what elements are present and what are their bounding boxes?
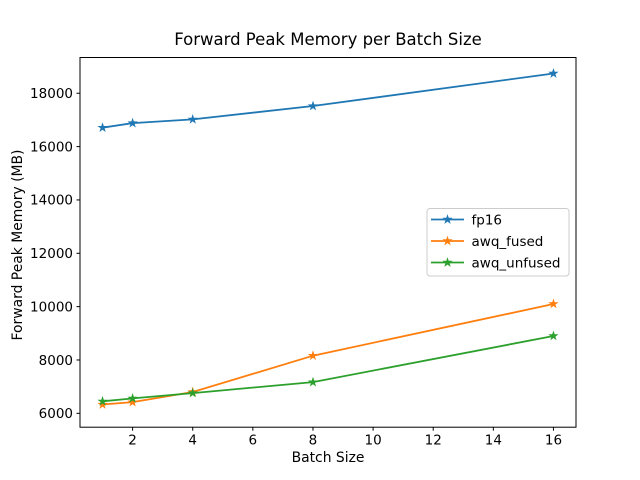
series-marker-awq_fused bbox=[548, 298, 559, 309]
legend-marker-awq_unfused bbox=[442, 257, 453, 267]
legend-label-fp16: fp16 bbox=[472, 212, 503, 228]
x-tick-label: 16 bbox=[545, 433, 562, 449]
chart-layer: 2 4 6 8 10 12 14 16 6000 8000 10000 12000 14000 16000… bbox=[30, 57, 577, 449]
y-tick-label: 18000 bbox=[30, 86, 73, 102]
series-marker-awq_unfused bbox=[127, 393, 138, 403]
y-tick-label: 14000 bbox=[30, 193, 73, 209]
x-tick-label: 4 bbox=[188, 433, 197, 449]
plot-frame bbox=[79, 57, 577, 428]
y-tick-label: 8000 bbox=[39, 353, 73, 369]
y-tick-label: 16000 bbox=[30, 139, 73, 155]
y-axis-label: Forward Peak Memory (MB) bbox=[10, 150, 26, 341]
x-tick-label: 6 bbox=[249, 433, 258, 449]
x-tick-label: 12 bbox=[425, 433, 442, 449]
legend-marker-fp16 bbox=[442, 214, 453, 224]
series-line-awq_unfused bbox=[102, 335, 554, 403]
legend-label-awq_unfused: awq_unfused bbox=[472, 255, 561, 271]
series-marker-awq_unfused bbox=[307, 376, 319, 387]
series-marker-awq_unfused bbox=[187, 387, 198, 398]
chart-title: Forward Peak Memory per Batch Size bbox=[174, 30, 482, 49]
series-marker-awq_fused bbox=[97, 399, 108, 409]
y-tick-label: 12000 bbox=[30, 246, 73, 262]
series-marker-fp16 bbox=[307, 100, 319, 111]
y-tick-label: 6000 bbox=[39, 406, 73, 422]
series-line-fp16 bbox=[102, 72, 554, 129]
series-marker-fp16 bbox=[97, 122, 108, 132]
legend-label-awq_fused: awq_fused bbox=[472, 234, 544, 250]
x-axis-label: Batch Size bbox=[292, 450, 365, 466]
series-line-awq_fused bbox=[102, 303, 554, 406]
legend-box bbox=[426, 208, 570, 277]
x-tick-label: 2 bbox=[128, 433, 137, 449]
x-tick-label: 8 bbox=[309, 433, 318, 449]
x-tick-label: 10 bbox=[364, 433, 381, 449]
series-marker-fp16 bbox=[127, 117, 138, 128]
legend-marker-awq_fused bbox=[442, 235, 453, 246]
series-marker-awq_fused bbox=[127, 396, 138, 407]
series-marker-awq_unfused bbox=[97, 395, 108, 406]
series-marker-awq_fused bbox=[307, 350, 319, 361]
x-tick-label: 14 bbox=[485, 433, 502, 449]
y-tick-label: 10000 bbox=[30, 299, 73, 315]
series-marker-fp16 bbox=[187, 114, 198, 124]
series-marker-fp16 bbox=[548, 68, 559, 78]
series-marker-awq_unfused bbox=[548, 330, 559, 341]
